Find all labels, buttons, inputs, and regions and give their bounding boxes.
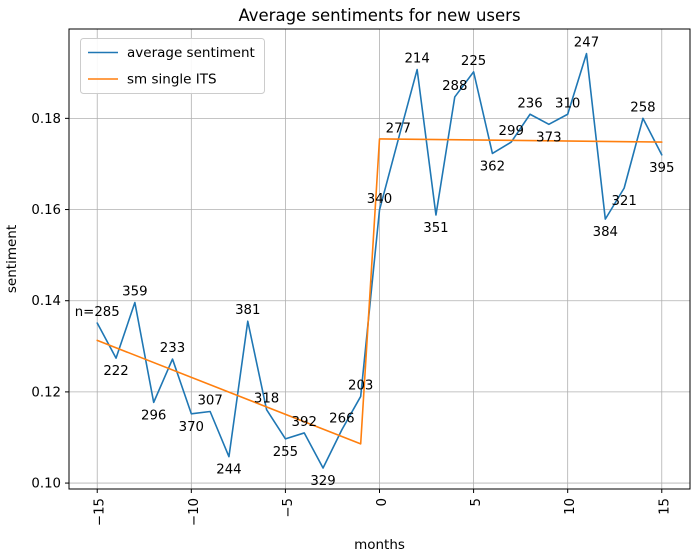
point-annotation: 236 — [517, 96, 542, 111]
point-annotation: 299 — [499, 124, 524, 139]
y-tick-label: 0.16 — [31, 203, 61, 218]
point-annotation: 340 — [367, 192, 392, 207]
point-annotation: 351 — [423, 221, 448, 236]
point-annotation: 203 — [348, 378, 373, 393]
point-annotation: 233 — [160, 341, 185, 356]
x-tick-label: 0 — [375, 498, 390, 506]
legend-label-sm-single-its: sm single ITS — [127, 72, 217, 88]
plot-title: Average sentiments for new users — [238, 6, 520, 25]
point-annotation: 310 — [555, 96, 580, 111]
point-annotation: 359 — [122, 285, 147, 300]
x-tick-label: −5 — [281, 498, 296, 518]
point-annotation: 329 — [310, 474, 335, 489]
x-tick-label: 10 — [563, 498, 578, 515]
point-annotation: 255 — [273, 445, 298, 460]
point-annotation: 373 — [536, 130, 561, 145]
point-annotation: 222 — [103, 364, 128, 379]
x-axis-label: months — [354, 537, 405, 553]
point-annotation: 244 — [216, 463, 241, 478]
x-tick-label: −10 — [187, 498, 202, 526]
point-annotation: 370 — [179, 420, 204, 435]
point-annotation: 247 — [574, 36, 599, 51]
point-annotation: 321 — [611, 194, 636, 209]
y-tick-label: 0.14 — [31, 294, 61, 309]
point-annotation: 296 — [141, 408, 166, 423]
legend-label-average-sentiment: average sentiment — [127, 45, 255, 61]
point-annotation: 307 — [197, 393, 222, 408]
series-line-average-sentiment — [96, 52, 663, 469]
x-tick-label: 5 — [469, 498, 484, 506]
point-annotation: 362 — [480, 159, 505, 174]
point-annotation: 288 — [442, 79, 467, 94]
point-annotation: 214 — [404, 52, 429, 67]
point-annotation: 384 — [593, 225, 618, 240]
series-line-sm-single-its — [96, 138, 663, 445]
y-axis-label: sentiment — [4, 225, 20, 293]
point-annotation: n=285 — [75, 305, 120, 320]
x-tick-label: 15 — [657, 498, 672, 515]
point-annotation: 277 — [386, 121, 411, 136]
point-annotation: 318 — [254, 392, 279, 407]
point-annotation: 381 — [235, 303, 260, 318]
y-tick-label: 0.12 — [31, 385, 61, 400]
y-tick-label: 0.18 — [31, 112, 61, 127]
point-annotation: 395 — [649, 161, 674, 176]
point-annotation: 258 — [630, 100, 655, 115]
x-tick-label: −15 — [93, 498, 108, 526]
y-tick-label: 0.10 — [31, 477, 61, 492]
legend-box — [80, 38, 265, 94]
point-annotation: 225 — [461, 54, 486, 69]
point-annotation: 392 — [292, 415, 317, 430]
point-annotation: 266 — [329, 412, 354, 427]
